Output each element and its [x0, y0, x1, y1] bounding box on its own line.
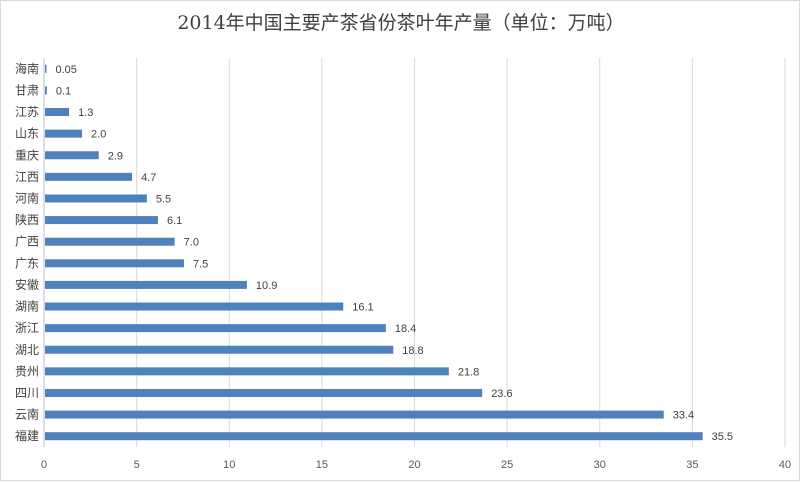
value-label: 18.4	[395, 323, 416, 335]
category-label: 山东	[15, 127, 39, 141]
chart-title: 2014年中国主要产茶省份茶叶年产量（单位：万吨）	[177, 12, 624, 34]
bar	[45, 129, 83, 138]
x-tick-label: 35	[686, 459, 698, 471]
bar	[45, 280, 247, 289]
bar	[45, 64, 47, 73]
bar	[45, 324, 386, 333]
x-tick-label: 10	[223, 459, 235, 471]
value-label: 4.7	[141, 172, 156, 184]
value-label: 35.5	[712, 431, 733, 443]
category-label: 贵州	[15, 364, 39, 378]
category-label: 海南	[15, 61, 39, 76]
x-tick-label: 40	[779, 459, 791, 471]
value-labels: 0.05 0.1 1.3 2.02.9 4.75.5 6.17.0 7.5 10.9 16.1 1…	[56, 64, 734, 443]
x-tick-label: 0	[41, 459, 47, 471]
bar	[45, 388, 483, 397]
category-label: 陕西	[15, 212, 39, 227]
bar	[45, 151, 99, 160]
category-label: 安徽	[15, 277, 39, 292]
category-label: 甘肃	[15, 83, 39, 97]
value-label: 21.8	[458, 366, 479, 378]
bar	[45, 86, 47, 95]
value-label: 0.05	[56, 64, 77, 76]
value-label: 0.1	[56, 85, 71, 97]
value-label: 2.9	[108, 150, 123, 162]
category-label: 福建	[15, 428, 39, 443]
value-label: 10.9	[256, 280, 277, 292]
value-label: 5.5	[156, 193, 171, 205]
x-tick-label: 15	[316, 459, 328, 471]
category-label: 四川	[15, 386, 39, 400]
category-label: 重庆	[15, 148, 39, 162]
bar	[45, 108, 70, 117]
category-label: 湖南	[15, 299, 39, 314]
category-label: 广东	[15, 256, 39, 270]
category-label: 广西	[15, 235, 39, 249]
bar	[45, 216, 159, 225]
x-tick-label: 30	[594, 459, 606, 471]
bar	[45, 259, 184, 268]
bar	[45, 432, 703, 441]
value-label: 23.6	[491, 388, 512, 400]
value-label: 7.5	[193, 258, 208, 270]
x-tick-label: 20	[408, 459, 420, 471]
bar	[45, 302, 344, 311]
category-label: 江西	[15, 170, 39, 184]
value-label: 33.4	[673, 410, 694, 422]
category-label: 江苏	[15, 105, 39, 119]
bar	[45, 172, 133, 181]
bar	[45, 194, 147, 203]
value-label: 1.3	[78, 107, 93, 119]
value-label: 16.1	[352, 302, 373, 314]
value-label: 18.8	[402, 345, 423, 357]
category-label: 浙江	[15, 321, 39, 335]
value-label: 2.0	[91, 129, 106, 141]
category-label: 湖北	[15, 342, 39, 357]
value-label: 7.0	[184, 237, 199, 249]
x-axis-ticks: 0 5 10 15 20 25 30 35 40	[41, 459, 791, 471]
bar	[45, 237, 175, 246]
bar	[45, 367, 449, 376]
bar	[45, 345, 394, 354]
x-tick-label: 25	[501, 459, 513, 471]
x-tick-label: 5	[134, 459, 140, 471]
value-label: 6.1	[167, 215, 182, 227]
gridlines	[43, 58, 786, 447]
bars	[45, 64, 703, 441]
category-label: 河南	[15, 190, 39, 205]
category-label: 云南	[15, 407, 39, 422]
bar	[45, 410, 664, 419]
